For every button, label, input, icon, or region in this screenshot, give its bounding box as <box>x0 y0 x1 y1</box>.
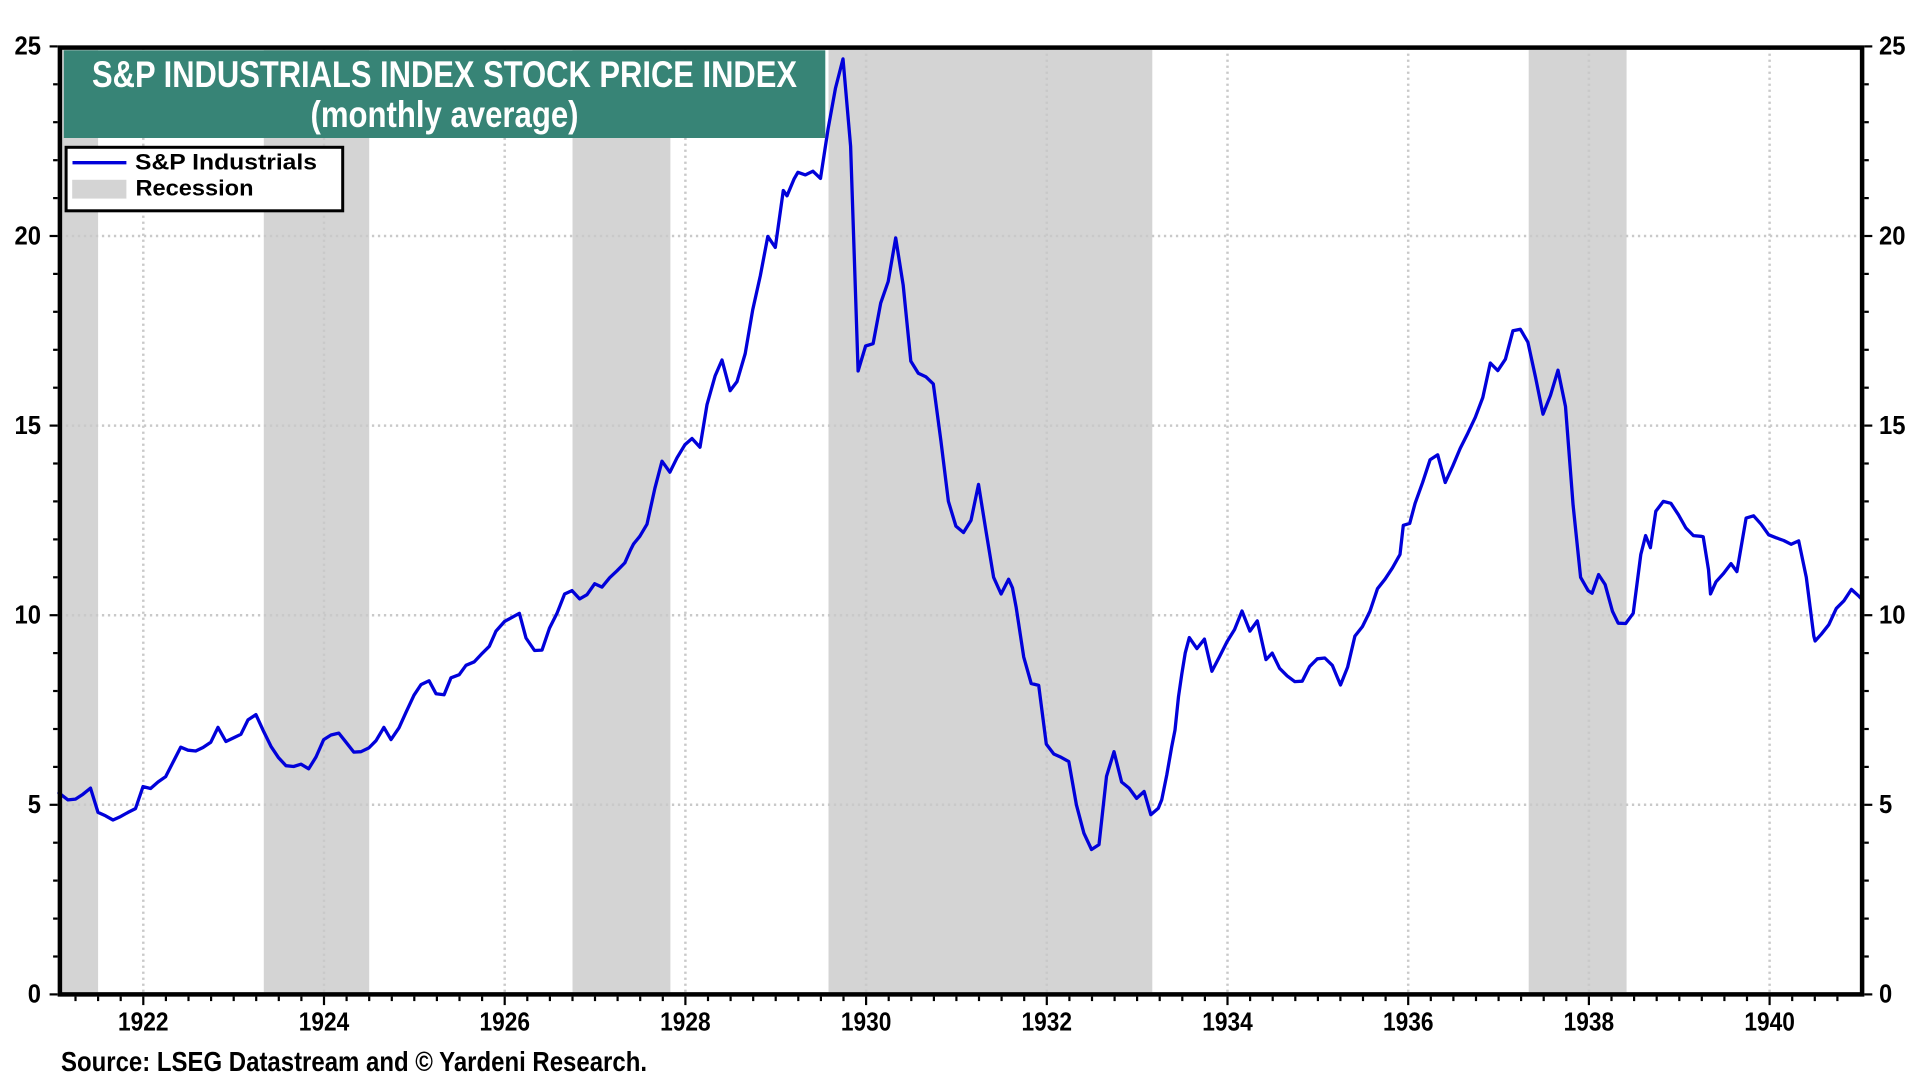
svg-text:5: 5 <box>1879 791 1892 819</box>
svg-text:S&P INDUSTRIALS INDEX STOCK PR: S&P INDUSTRIALS INDEX STOCK PRICE INDEX <box>92 54 797 95</box>
svg-text:10: 10 <box>1879 602 1906 630</box>
svg-text:Source: LSEG Datastream and ©: Source: LSEG Datastream and © Yardeni Re… <box>61 1046 647 1077</box>
svg-text:0: 0 <box>1879 981 1892 1009</box>
svg-text:1938: 1938 <box>1564 1009 1615 1037</box>
svg-text:1930: 1930 <box>841 1009 892 1037</box>
svg-text:Recession: Recession <box>136 176 254 201</box>
svg-text:15: 15 <box>1879 412 1906 440</box>
svg-text:(monthly average): (monthly average) <box>311 94 579 135</box>
svg-text:S&P Industrials: S&P Industrials <box>135 150 317 175</box>
svg-text:5: 5 <box>28 791 41 819</box>
svg-text:0: 0 <box>28 981 41 1009</box>
svg-text:1924: 1924 <box>299 1009 350 1037</box>
svg-text:1936: 1936 <box>1383 1009 1434 1037</box>
svg-text:25: 25 <box>15 33 42 61</box>
svg-text:1932: 1932 <box>1022 1009 1073 1037</box>
svg-text:1922: 1922 <box>118 1009 169 1037</box>
svg-text:20: 20 <box>15 222 42 250</box>
svg-text:25: 25 <box>1879 33 1906 61</box>
svg-text:20: 20 <box>1879 222 1906 250</box>
svg-text:1926: 1926 <box>479 1009 530 1037</box>
svg-text:1934: 1934 <box>1202 1009 1253 1037</box>
svg-text:15: 15 <box>15 412 42 440</box>
svg-text:10: 10 <box>15 602 42 630</box>
svg-text:1928: 1928 <box>660 1009 711 1037</box>
svg-text:1940: 1940 <box>1744 1009 1795 1037</box>
